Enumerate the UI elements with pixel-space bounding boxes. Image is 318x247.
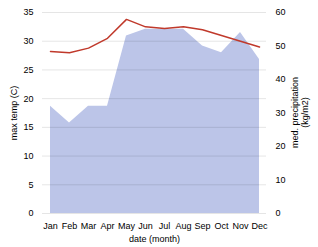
svg-text:Mar: Mar — [81, 221, 97, 231]
svg-text:Jun: Jun — [138, 221, 153, 231]
svg-text:5: 5 — [28, 180, 33, 190]
svg-text:50: 50 — [276, 41, 286, 51]
svg-text:med. precipitation(kg/m2): med. precipitation(kg/m2) — [290, 77, 310, 148]
svg-text:25: 25 — [23, 65, 33, 75]
svg-text:Apr: Apr — [100, 221, 114, 231]
svg-text:30: 30 — [23, 36, 33, 46]
svg-text:Sep: Sep — [194, 221, 210, 231]
svg-text:Dec: Dec — [251, 221, 268, 231]
svg-text:Jul: Jul — [159, 221, 171, 231]
svg-text:Oct: Oct — [214, 221, 229, 231]
svg-text:40: 40 — [276, 74, 286, 84]
svg-text:0: 0 — [276, 208, 281, 218]
svg-text:20: 20 — [23, 94, 33, 104]
svg-text:May: May — [118, 221, 136, 231]
svg-text:20: 20 — [276, 141, 286, 151]
svg-text:date (month): date (month) — [129, 234, 180, 244]
svg-text:10: 10 — [23, 151, 33, 161]
svg-text:max temp (C): max temp (C) — [9, 86, 19, 141]
svg-text:10: 10 — [276, 175, 286, 185]
svg-text:Feb: Feb — [62, 221, 78, 231]
svg-text:Aug: Aug — [175, 221, 191, 231]
svg-text:0: 0 — [28, 208, 33, 218]
svg-text:Jan: Jan — [43, 221, 58, 231]
svg-text:60: 60 — [276, 7, 286, 17]
svg-text:35: 35 — [23, 7, 33, 17]
svg-text:15: 15 — [23, 122, 33, 132]
svg-text:30: 30 — [276, 108, 286, 118]
svg-text:Nov: Nov — [232, 221, 249, 231]
